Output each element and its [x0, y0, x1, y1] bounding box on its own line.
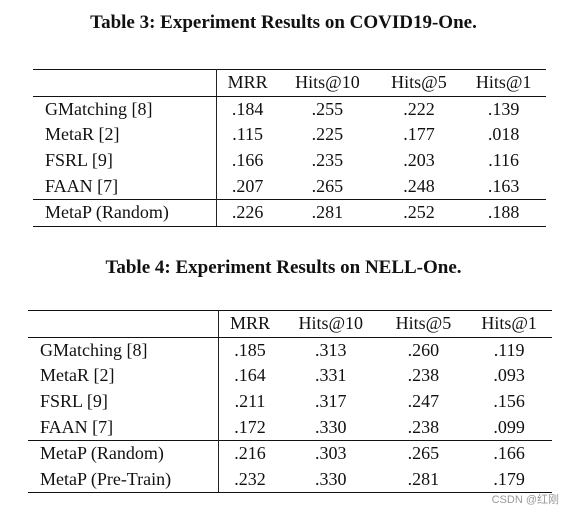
table-row: FAAN [7] .172 .330 .238 .099 — [28, 414, 552, 441]
cell-hits10: .313 — [315, 339, 347, 360]
column-header-mrr: MRR — [218, 310, 281, 338]
table-row: MetaR [2] .164 .331 .238 .093 — [28, 363, 552, 389]
cell-hits1: .099 — [493, 416, 525, 437]
method-name: FSRL [9] — [33, 147, 217, 174]
cell-mrr: .207 — [231, 175, 264, 196]
column-header-hits10: Hits@10 — [280, 310, 381, 338]
column-header-hits1: Hits@1 — [461, 69, 546, 97]
table3-caption: Table 3: Experiment Results on COVID19-O… — [90, 12, 477, 33]
method-name: MetaP (Pre-Train) — [28, 466, 219, 494]
cell-hits5: .252 — [376, 198, 462, 227]
watermark: CSDN @红刚 — [491, 494, 559, 506]
cell-hits10: .235 — [311, 150, 344, 171]
cell-hits5: .281 — [380, 466, 467, 494]
column-header-hits10: Hits@10 — [278, 69, 377, 97]
table-row: GMatching [8] .184 .255 .222 .139 — [33, 96, 546, 123]
row-label-header — [28, 310, 219, 338]
cell-hits5: .238 — [407, 416, 440, 437]
cell-hits1: .119 — [493, 339, 525, 360]
cell-hits10: .331 — [315, 365, 347, 386]
column-header-hits5: Hits@5 — [380, 310, 467, 338]
cell-hits5: .203 — [403, 150, 435, 171]
cell-mrr: .211 — [234, 391, 266, 412]
cell-hits5: .265 — [380, 439, 467, 467]
method-name: MetaR [2] — [28, 363, 219, 389]
method-name: MetaR [2] — [33, 122, 217, 148]
cell-mrr: .172 — [234, 416, 266, 437]
table-row: MetaP (Random) .226 .281 .252 .188 — [33, 198, 546, 227]
cell-hits10: .265 — [311, 175, 344, 196]
cell-hits1: .116 — [488, 150, 520, 171]
cell-hits10: .330 — [315, 416, 347, 437]
cell-mrr: .166 — [231, 150, 264, 171]
cell-mrr: .115 — [232, 124, 264, 145]
cell-hits1: .163 — [487, 175, 520, 196]
table3: MRR Hits@10 Hits@5 Hits@1 GMatching [8] … — [33, 69, 546, 227]
cell-hits1: .156 — [493, 391, 525, 412]
cell-hits10: .255 — [311, 98, 344, 119]
cell-hits1: .179 — [466, 466, 552, 494]
table-row: FSRL [9] .166 .235 .203 .116 — [33, 147, 546, 174]
cell-hits5: .248 — [403, 175, 435, 196]
table-row: GMatching [8] .185 .313 .260 .119 — [28, 337, 552, 364]
cell-mrr: .226 — [216, 198, 279, 227]
column-header-hits5: Hits@5 — [376, 69, 462, 97]
cell-hits1: .166 — [466, 439, 552, 467]
cell-hits5: .247 — [407, 391, 440, 412]
table-header-row: MRR Hits@10 Hits@5 Hits@1 — [28, 310, 552, 338]
cell-hits1: .018 — [487, 124, 520, 145]
cell-hits1: .139 — [487, 98, 520, 119]
method-name: FAAN [7] — [33, 173, 217, 200]
method-name: FSRL [9] — [28, 388, 219, 415]
method-name: GMatching [8] — [28, 337, 219, 364]
cell-hits1: .093 — [493, 365, 525, 386]
cell-mrr: .232 — [218, 466, 281, 494]
cell-hits1: .188 — [461, 198, 546, 227]
cell-hits10: .281 — [278, 198, 377, 227]
table4: MRR Hits@10 Hits@5 Hits@1 GMatching [8] … — [28, 310, 552, 494]
cell-mrr: .184 — [231, 98, 264, 119]
cell-hits5: .177 — [403, 124, 435, 145]
method-name: MetaP (Random) — [28, 439, 219, 467]
table-row: MetaP (Random) .216 .303 .265 .166 — [28, 439, 552, 467]
table-row: MetaP (Pre-Train) .232 .330 .281 .179 — [28, 466, 552, 494]
cell-hits5: .238 — [407, 365, 440, 386]
column-header-mrr: MRR — [216, 69, 279, 97]
cell-hits5: .260 — [407, 339, 440, 360]
cell-hits10: .317 — [315, 391, 347, 412]
cell-hits10: .303 — [280, 439, 381, 467]
cell-mrr: .164 — [234, 365, 266, 386]
table-row: FSRL [9] .211 .317 .247 .156 — [28, 388, 552, 415]
table4-caption: Table 4: Experiment Results on NELL-One. — [105, 257, 462, 278]
table-header-row: MRR Hits@10 Hits@5 Hits@1 — [33, 69, 546, 97]
row-label-header — [33, 69, 217, 97]
table-row: FAAN [7] .207 .265 .248 .163 — [33, 173, 546, 200]
cell-mrr: .185 — [234, 339, 266, 360]
cell-hits5: .222 — [403, 98, 435, 119]
cell-mrr: .216 — [218, 439, 281, 467]
table-row: MetaR [2] .115 .225 .177 .018 — [33, 122, 546, 148]
column-header-hits1: Hits@1 — [466, 310, 552, 338]
method-name: GMatching [8] — [33, 96, 217, 123]
cell-hits10: .330 — [280, 466, 381, 494]
cell-hits10: .225 — [311, 124, 344, 145]
method-name: FAAN [7] — [28, 414, 219, 441]
method-name: MetaP (Random) — [33, 198, 217, 227]
